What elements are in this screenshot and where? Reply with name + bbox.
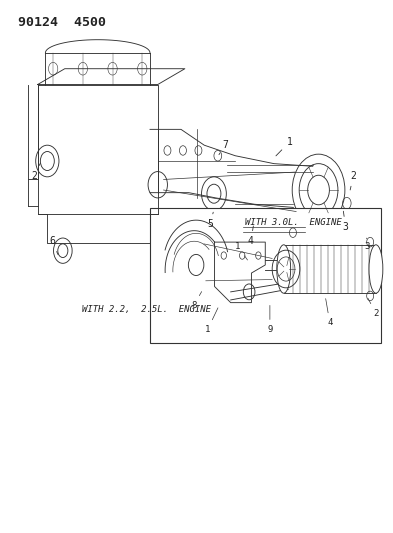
Text: 1: 1 <box>276 137 292 156</box>
Text: 4: 4 <box>326 298 332 327</box>
Text: 90124  4500: 90124 4500 <box>18 16 106 29</box>
Text: WITH 3.0L.  ENGINE: WITH 3.0L. ENGINE <box>244 218 341 227</box>
Text: 3: 3 <box>364 238 369 251</box>
Ellipse shape <box>369 245 383 293</box>
FancyBboxPatch shape <box>150 208 380 343</box>
Text: 4: 4 <box>248 226 253 246</box>
Text: 8: 8 <box>191 292 202 310</box>
Text: 2: 2 <box>350 171 356 190</box>
Text: 7: 7 <box>219 140 228 155</box>
Text: 6: 6 <box>50 236 58 254</box>
Text: 9: 9 <box>267 305 273 334</box>
Ellipse shape <box>277 245 291 293</box>
Text: 2: 2 <box>31 164 40 181</box>
Text: 3: 3 <box>343 211 349 232</box>
Text: 5: 5 <box>207 212 213 229</box>
Text: 1: 1 <box>205 308 218 334</box>
Text: 1: 1 <box>235 241 248 260</box>
Text: 2: 2 <box>368 298 378 318</box>
Text: WITH 2.2,  2.5L.  ENGINE: WITH 2.2, 2.5L. ENGINE <box>82 305 211 314</box>
